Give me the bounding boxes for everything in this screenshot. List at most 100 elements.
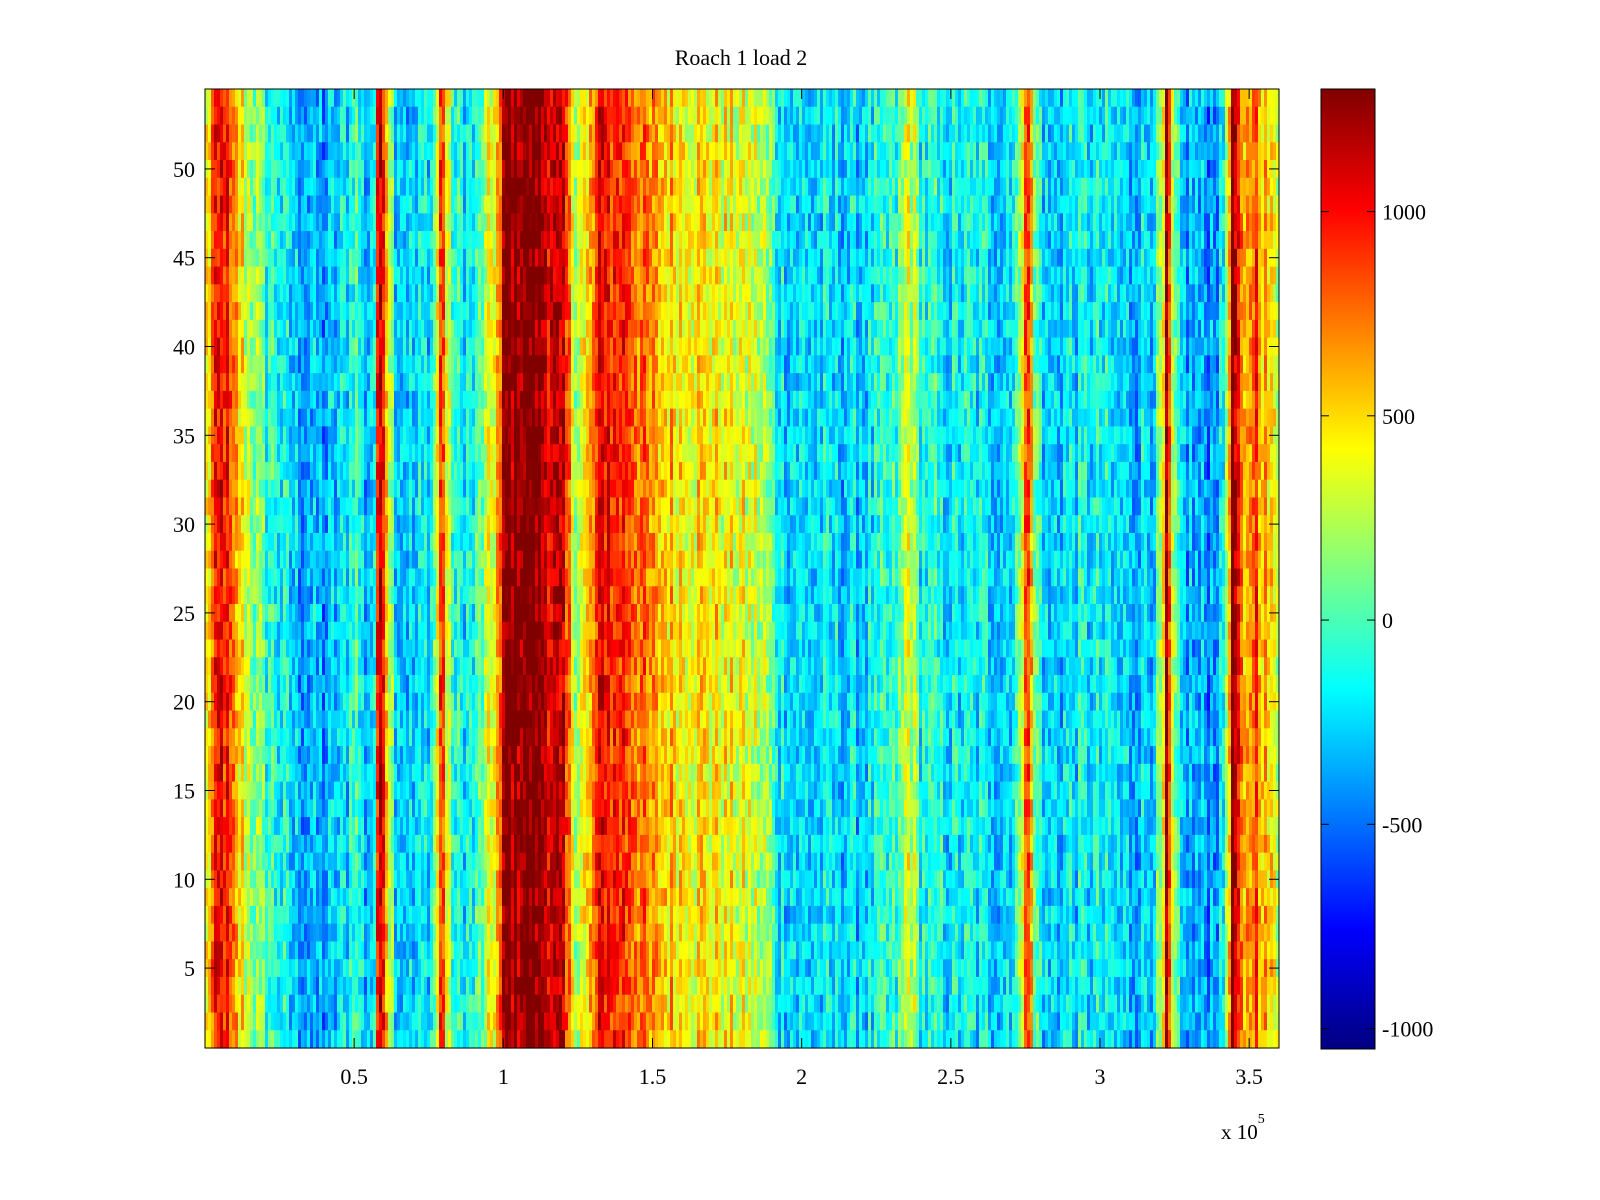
heatmap-cell — [850, 124, 854, 143]
heatmap-cell — [874, 124, 878, 143]
heatmap-cell — [259, 195, 263, 214]
heatmap-cell — [763, 195, 767, 214]
heatmap-cell — [457, 142, 461, 161]
heatmap-cell — [913, 106, 917, 126]
heatmap-cell — [691, 160, 695, 179]
heatmap-cell — [262, 106, 266, 126]
heatmap-cell — [1153, 89, 1157, 108]
heatmap-cell — [715, 142, 719, 161]
heatmap-cell — [700, 177, 704, 197]
heatmap-cell — [1237, 89, 1241, 108]
heatmap-cell — [535, 160, 539, 179]
heatmap-cell — [973, 89, 977, 108]
heatmap-cell — [244, 195, 248, 214]
heatmap-cell — [1165, 142, 1169, 161]
heatmap-cell — [1246, 124, 1250, 143]
heatmap-cell — [1201, 177, 1205, 197]
heatmap-cell — [532, 195, 536, 214]
heatmap-cell — [247, 142, 251, 161]
heatmap-cell — [1180, 124, 1184, 143]
heatmap-cell — [430, 177, 434, 197]
heatmap-cell — [829, 89, 833, 108]
heatmap-cell — [289, 195, 293, 214]
heatmap-cell — [373, 106, 377, 126]
heatmap-cell — [829, 160, 833, 179]
heatmap-cell — [976, 160, 980, 179]
heatmap-cell — [328, 160, 332, 179]
heatmap-cell — [898, 124, 902, 143]
heatmap-cell — [1264, 160, 1268, 179]
heatmap-cell — [637, 160, 641, 179]
heatmap-cell — [346, 195, 350, 214]
heatmap-cell — [748, 160, 752, 179]
heatmap-cell — [439, 177, 443, 197]
heatmap-cell — [1105, 89, 1109, 108]
heatmap-cell — [304, 124, 308, 143]
heatmap-cell — [1222, 177, 1226, 197]
heatmap-cell — [943, 89, 947, 108]
heatmap-cell — [643, 142, 647, 161]
heatmap-cell — [235, 124, 239, 143]
heatmap-cell — [409, 177, 413, 197]
heatmap-cell — [991, 160, 995, 179]
heatmap-cell — [529, 106, 533, 126]
heatmap-cell — [709, 124, 713, 143]
heatmap-cell — [664, 106, 668, 126]
heatmap-cell — [1111, 142, 1115, 161]
chart-title: Roach 1 load 2 — [675, 45, 808, 70]
heatmap-cell — [325, 106, 329, 126]
heatmap-cell — [1123, 195, 1127, 214]
heatmap-cell — [778, 160, 782, 179]
heatmap-cell — [1111, 195, 1115, 214]
heatmap-cell — [1180, 89, 1184, 108]
heatmap-cell — [943, 142, 947, 161]
heatmap-cell — [634, 89, 638, 108]
heatmap-cell — [583, 177, 587, 197]
heatmap-cell — [1270, 89, 1274, 108]
heatmap-cell — [619, 124, 623, 143]
heatmap-cell — [532, 177, 536, 197]
heatmap-cell — [841, 195, 845, 214]
heatmap-cell — [646, 195, 650, 214]
heatmap-cell — [1105, 177, 1109, 197]
heatmap-cell — [829, 106, 833, 126]
heatmap-cell — [262, 213, 266, 232]
heatmap-cell — [748, 106, 752, 126]
heatmap-cell — [394, 177, 398, 197]
heatmap-cell — [283, 213, 287, 232]
heatmap-cell — [946, 142, 950, 161]
heatmap-cell — [694, 124, 698, 143]
heatmap-cell — [1267, 160, 1271, 179]
heatmap-cell — [928, 177, 932, 197]
heatmap-cell — [712, 124, 716, 143]
heatmap-cell — [1105, 142, 1109, 161]
heatmap-cell — [1021, 124, 1025, 143]
heatmap-cell — [880, 106, 884, 126]
heatmap-cell — [1231, 89, 1235, 108]
heatmap-cell — [1057, 160, 1061, 179]
heatmap-cell — [799, 142, 803, 161]
heatmap-cell — [1072, 160, 1076, 179]
heatmap-cell — [427, 142, 431, 161]
heatmap-cell — [469, 124, 473, 143]
heatmap-cell — [1060, 195, 1064, 214]
heatmap-cell — [217, 124, 221, 143]
heatmap-cell — [922, 106, 926, 126]
heatmap-cell — [976, 177, 980, 197]
heatmap-cell — [796, 195, 800, 214]
heatmap-cell — [271, 160, 275, 179]
heatmap-cell — [670, 142, 674, 161]
heatmap-cell — [256, 195, 260, 214]
heatmap-cell — [856, 106, 860, 126]
heatmap-cell — [763, 124, 767, 143]
heatmap-cell — [475, 195, 479, 214]
heatmap-cell — [1273, 195, 1277, 214]
heatmap-cell — [397, 195, 401, 214]
heatmap-cell — [511, 89, 515, 108]
heatmap-cell — [700, 106, 704, 126]
heatmap-cell — [868, 124, 872, 143]
heatmap-cell — [571, 177, 575, 197]
heatmap-cell — [1273, 142, 1277, 161]
heatmap-cell — [760, 160, 764, 179]
heatmap-cell — [316, 124, 320, 143]
